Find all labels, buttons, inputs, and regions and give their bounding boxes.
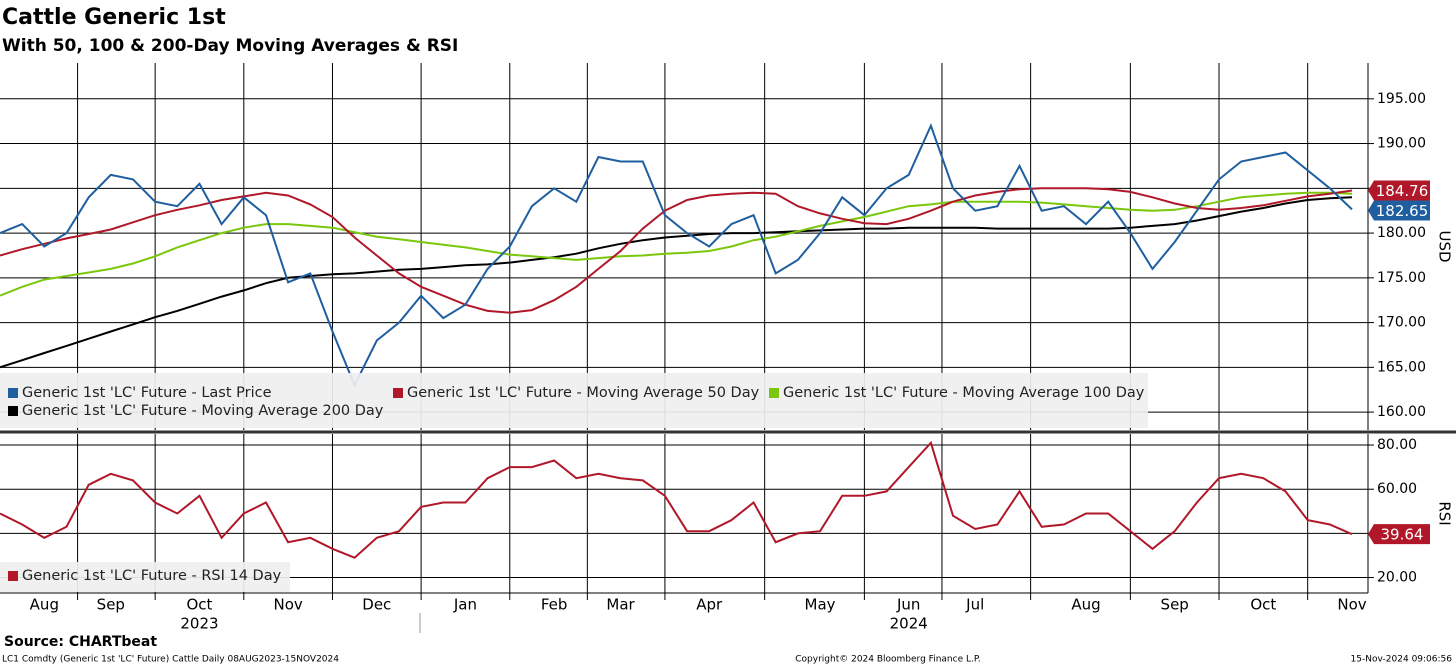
y-tick-label: 165.00 xyxy=(1377,359,1426,375)
x-tick-label: Aug xyxy=(1071,596,1100,614)
last-value-box xyxy=(1368,524,1430,545)
y-tick-label: 180.00 xyxy=(1377,225,1426,241)
chart-subtitle: With 50, 100 & 200-Day Moving Averages &… xyxy=(2,36,458,56)
legend-label: Generic 1st 'LC' Future - Moving Average… xyxy=(407,385,760,401)
legend-swatch xyxy=(393,388,403,398)
x-tick-label: Jan xyxy=(453,596,477,614)
x-tick-label: Jul xyxy=(965,596,984,614)
footer-center: Copyright© 2024 Bloomberg Finance L.P. xyxy=(795,655,980,665)
last-value-box xyxy=(1368,180,1430,201)
legend-box xyxy=(0,373,1148,428)
chart-title: Cattle Generic 1st xyxy=(2,5,226,30)
y-tick-label: 160.00 xyxy=(1377,404,1426,420)
x-year-label: 2024 xyxy=(890,615,928,633)
x-tick-label: Oct xyxy=(1250,596,1276,614)
legend-swatch xyxy=(8,571,18,581)
x-tick-label: Sep xyxy=(1161,596,1189,614)
x-tick-label: Mar xyxy=(606,596,635,614)
legend-swatch xyxy=(769,388,779,398)
y-tick-label: 175.00 xyxy=(1377,270,1426,286)
y-tick-label: 195.00 xyxy=(1377,91,1426,107)
series-line xyxy=(0,123,1353,388)
last-value-box xyxy=(1368,200,1430,221)
x-tick-label: Apr xyxy=(696,596,723,614)
legend-label: Generic 1st 'LC' Future - RSI 14 Day xyxy=(22,568,282,584)
x-tick-label: May xyxy=(805,596,836,614)
x-tick-label: Dec xyxy=(362,596,391,614)
last-value-label: 184.76 xyxy=(1376,182,1429,200)
footer-right: 15-Nov-2024 09:06:56 xyxy=(1351,655,1453,665)
x-tick-label: Jun xyxy=(896,596,920,614)
x-tick-label: Nov xyxy=(273,596,302,614)
y-axis-label: USD xyxy=(1436,230,1454,262)
y-tick-label: 60.00 xyxy=(1377,481,1417,497)
x-tick-label: Aug xyxy=(30,596,59,614)
x-tick-label: Sep xyxy=(97,596,125,614)
series-line xyxy=(0,440,1353,559)
legend-swatch xyxy=(8,388,18,398)
series-line xyxy=(0,187,1353,314)
x-tick-label: Nov xyxy=(1337,596,1366,614)
legend-label: Generic 1st 'LC' Future - Moving Average… xyxy=(22,403,384,419)
series-line xyxy=(0,191,1353,297)
legend-label: Generic 1st 'LC' Future - Last Price xyxy=(22,385,272,401)
y-tick-label: 80.00 xyxy=(1377,437,1417,453)
panel: 160.00165.00170.00175.00180.00185.00190.… xyxy=(0,63,1454,430)
x-tick-label: Oct xyxy=(187,596,213,614)
last-value-label: 39.64 xyxy=(1381,526,1424,544)
legend-box xyxy=(0,562,290,592)
last-value-label: 182.65 xyxy=(1376,202,1429,220)
y-tick-label: 190.00 xyxy=(1377,136,1426,152)
y-axis-label: RSI xyxy=(1436,501,1454,525)
y-tick-label: 170.00 xyxy=(1377,315,1426,331)
legend-label: Generic 1st 'LC' Future - Moving Average… xyxy=(783,385,1145,401)
x-tick-label: Feb xyxy=(541,596,568,614)
series-line xyxy=(0,196,1353,369)
legend-swatch xyxy=(8,406,18,416)
x-year-label: 2023 xyxy=(180,615,218,633)
footer-left: LC1 Comdty (Generic 1st 'LC' Future) Cat… xyxy=(2,655,339,665)
source: Source: CHARTbeat xyxy=(4,634,157,650)
y-tick-label: 20.00 xyxy=(1377,570,1417,586)
